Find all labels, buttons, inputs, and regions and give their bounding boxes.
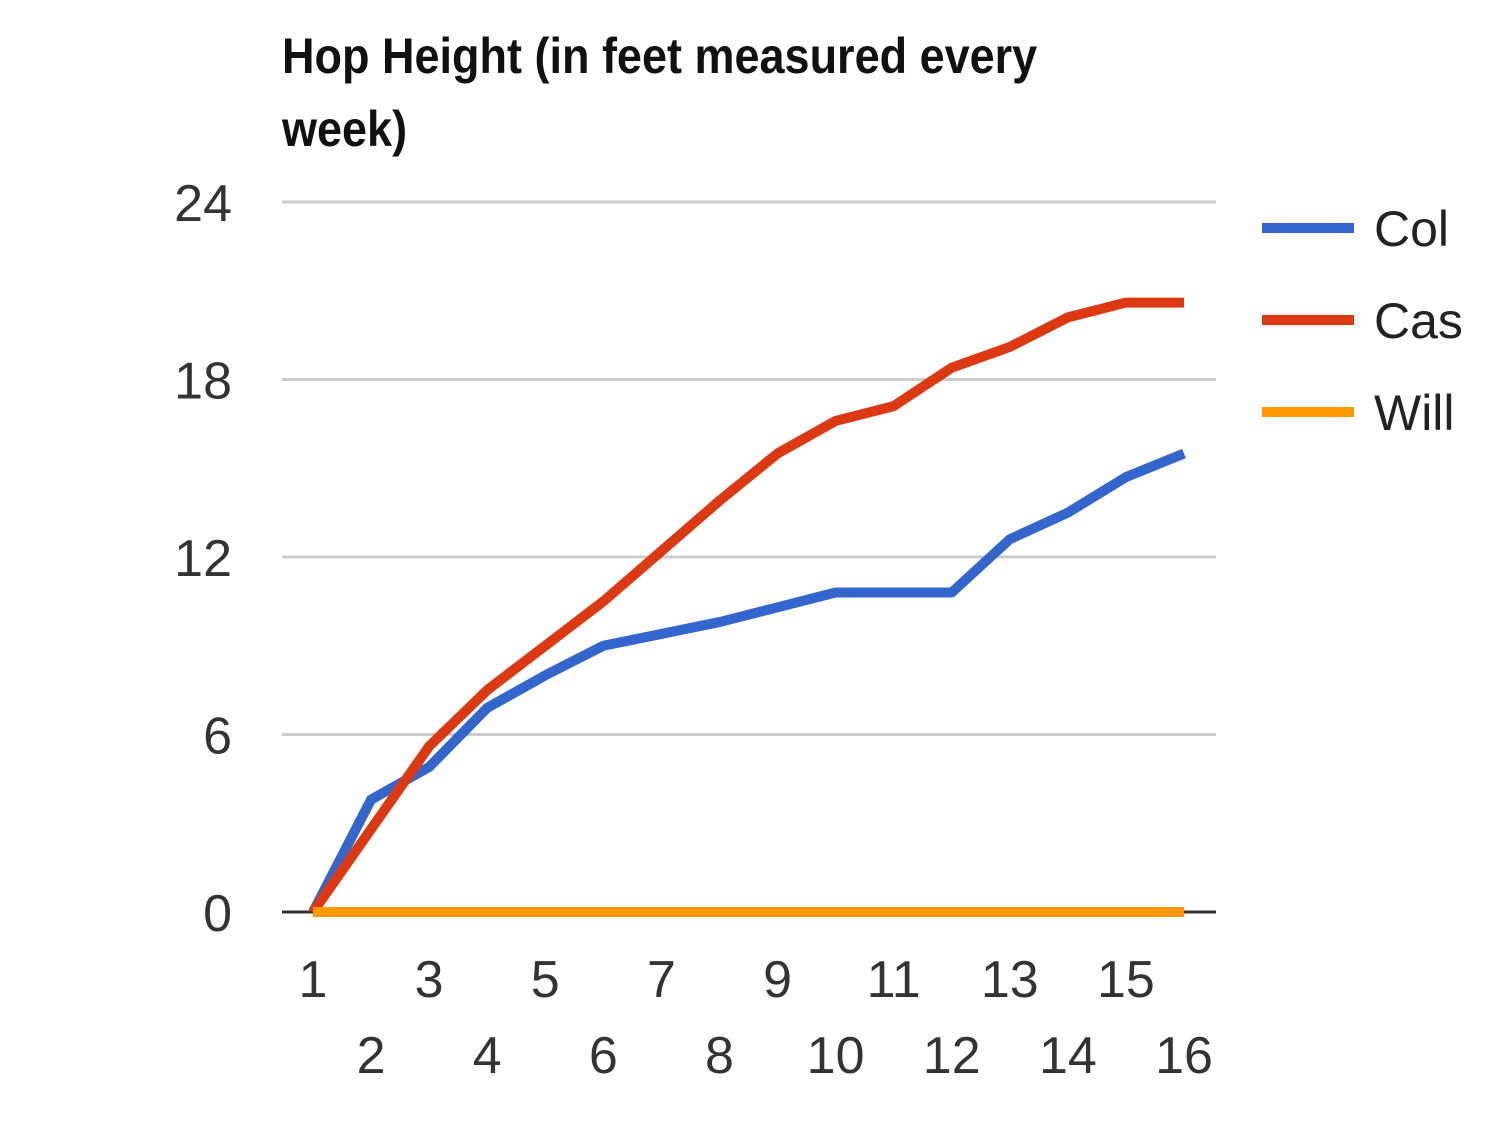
x-tick-label-14: 14 xyxy=(1039,1027,1097,1085)
x-tick-label-12: 12 xyxy=(923,1027,981,1085)
x-tick-label-3: 3 xyxy=(415,951,444,1009)
x-tick-label-1: 1 xyxy=(299,951,328,1009)
x-tick-label-10: 10 xyxy=(807,1027,865,1085)
x-tick-label-8: 8 xyxy=(705,1027,734,1085)
y-tick-label-12: 12 xyxy=(174,530,232,588)
legend-label-col: Col xyxy=(1374,201,1449,257)
y-tick-label-0: 0 xyxy=(203,885,232,943)
legend-label-will: Will xyxy=(1374,385,1455,441)
gridlines xyxy=(282,200,1216,736)
x-tick-label-7: 7 xyxy=(647,951,676,1009)
x-tick-label-16: 16 xyxy=(1155,1027,1213,1085)
y-tick-label-24: 24 xyxy=(174,175,232,233)
series-lines xyxy=(308,297,1186,917)
x-tick-label-6: 6 xyxy=(589,1027,618,1085)
x-tick-label-13: 13 xyxy=(981,951,1039,1009)
series-line-cas xyxy=(308,297,1184,915)
x-tick-label-9: 9 xyxy=(763,951,792,1009)
x-tick-label-2: 2 xyxy=(357,1027,386,1085)
y-tick-label-6: 6 xyxy=(203,708,232,766)
y-tick-label-18: 18 xyxy=(174,353,232,411)
x-tick-label-5: 5 xyxy=(531,951,560,1009)
x-tick-label-4: 4 xyxy=(473,1027,502,1085)
legend: Col Cas Will xyxy=(1262,201,1463,441)
legend-label-cas: Cas xyxy=(1374,293,1463,349)
y-axis-tick-labels: 0 6 12 18 24 xyxy=(174,175,232,943)
x-tick-label-15: 15 xyxy=(1097,951,1155,1009)
x-tick-label-11: 11 xyxy=(867,951,921,1009)
series-line-col xyxy=(308,448,1186,915)
chart-title: Hop Height (in feet measured every week) xyxy=(282,28,1038,157)
